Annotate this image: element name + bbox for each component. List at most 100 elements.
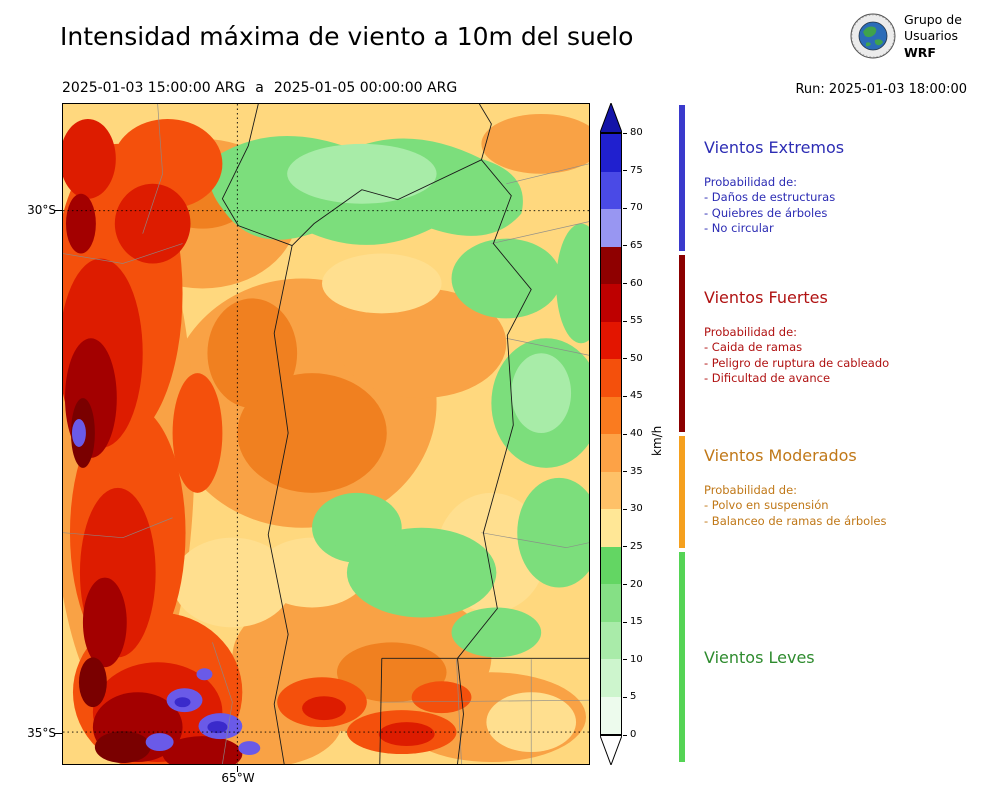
colorbar-tickmark: [623, 734, 627, 736]
colorbar-segment-40-45: [601, 396, 621, 434]
colorbar-tickmark: [623, 170, 627, 172]
legend-item: - Peligro de ruptura de cableado: [704, 355, 890, 370]
legend-title-fuertes: Vientos Fuertes: [704, 288, 828, 307]
period-separator: a: [255, 80, 264, 96]
legend-item: - Quiebres de árboles: [704, 205, 828, 220]
colorbar-segment-45-50: [601, 359, 621, 397]
legend-item: - No circular: [704, 221, 774, 235]
colorbar-over-arrow: [600, 103, 622, 133]
colorbar-tickmark: [623, 320, 627, 322]
lat-label-30s: 30°S: [27, 203, 56, 217]
colorbar-tickmark: [623, 546, 627, 548]
legend-title-leves: Vientos Leves: [704, 648, 815, 667]
colorbar-tickmark: [623, 659, 627, 661]
axis-tick-30s: [55, 210, 62, 211]
legend-section-leves: Vientos Leves: [704, 648, 989, 685]
run-timestamp: Run: 2025-01-03 18:00:00: [795, 82, 967, 97]
colorbar-segment-5-10: [601, 659, 621, 697]
colorbar-tickmark: [623, 207, 627, 209]
colorbar-segment-30-35: [601, 471, 621, 509]
colorbar-segment-25-30: [601, 509, 621, 547]
logo-line-1: Grupo de: [904, 12, 962, 27]
logo-line-3: WRF: [904, 44, 936, 60]
legend-section-fuertes: Vientos Fuertes Probabilidad de: - Caida…: [704, 288, 989, 387]
colorbar-tick-label: 10: [630, 653, 643, 665]
colorbar-tick-label: 45: [630, 390, 643, 402]
colorbar-tickmark: [623, 245, 627, 247]
legend-subtitle-moderados: Probabilidad de:: [704, 483, 798, 497]
colorbar-segment-55-60: [601, 284, 621, 322]
logo-line-2: Usuarios: [904, 28, 959, 44]
period-end: 2025-01-05 00:00:00 ARG: [273, 80, 458, 96]
colorbar-segment-75-80: [601, 134, 621, 172]
colorbar-tick-label: 60: [630, 277, 643, 289]
colorbar-segment-20-25: [601, 546, 621, 584]
legend-bar-fuertes: [679, 255, 685, 432]
colorbar-segment-60-65: [601, 246, 621, 284]
colorbar: [600, 133, 622, 735]
wind-intensity-map: [62, 103, 590, 765]
colorbar-under-arrow: [600, 735, 622, 765]
legend-item: - Polvo en suspensión: [704, 498, 829, 512]
colorbar-unit-label: km/h: [650, 425, 664, 456]
colorbar-tickmark: [623, 621, 627, 623]
colorbar-tickmark: [623, 395, 627, 397]
period-start: 2025-01-03 15:00:00 ARG: [62, 80, 246, 96]
colorbar-tick-label: 65: [630, 239, 643, 251]
colorbar-tickmark: [623, 508, 627, 510]
colorbar-tick-label: 20: [630, 578, 643, 590]
lat-label-35s: 35°S: [27, 726, 56, 740]
lon-label-65w: 65°W: [221, 771, 255, 785]
colorbar-segment-70-75: [601, 171, 621, 209]
colorbar-segment-0-5: [601, 696, 621, 734]
colorbar-tickmark: [623, 696, 627, 698]
colorbar-tick-label: 55: [630, 315, 643, 327]
colorbar-over-arrow-shape: [600, 103, 622, 133]
colorbar-tick-label: 40: [630, 428, 643, 439]
colorbar-tickmark: [623, 283, 627, 284]
colorbar-tickmark: [623, 471, 627, 473]
colorbar-segment-50-55: [601, 321, 621, 359]
legend-item: - Daños de estructuras: [704, 190, 836, 204]
legend-bar-moderados: [679, 436, 685, 548]
legend-section-extremos: Vientos Extremos Probabilidad de: - Daño…: [704, 138, 989, 237]
valid-period: 2025-01-03 15:00:00 ARG a 2025-01-05 00:00…: [62, 80, 457, 96]
colorbar-tickmark: [623, 358, 627, 360]
legend-item: - Dificultad de avance: [704, 371, 831, 385]
colorbar-segment-65-70: [601, 209, 621, 247]
colorbar-tick-label: 50: [630, 352, 643, 364]
colorbar-under-arrow-shape: [600, 735, 622, 765]
colorbar-segment-10-15: [601, 621, 621, 659]
legend-subtitle-fuertes: Probabilidad de:: [704, 325, 798, 339]
wind-intensity-map-canvas: [63, 104, 589, 764]
colorbar-tick-label: 15: [630, 616, 643, 628]
colorbar-tickmark: [623, 132, 627, 134]
colorbar-tickmark: [623, 433, 627, 435]
page-title: Intensidad máxima de viento a 10m del su…: [60, 22, 634, 51]
colorbar-tick-label: 5: [630, 691, 637, 703]
legend-bar-extremos: [679, 105, 685, 251]
colorbar-segment-15-20: [601, 584, 621, 622]
legend-item: - Balanceo de ramas de árboles: [704, 513, 887, 528]
legend-subtitle-extremos: Probabilidad de:: [704, 175, 798, 189]
wrf-users-group-logo: Grupo de Usuarios WRF: [850, 12, 962, 61]
colorbar-tick-label: 35: [630, 465, 643, 477]
legend-title-moderados: Vientos Moderados: [704, 446, 857, 465]
colorbar-tick-label: 25: [630, 540, 643, 552]
legend-bar-leves: [679, 552, 685, 762]
colorbar-tick-label: 70: [630, 202, 643, 214]
legend-title-extremos: Vientos Extremos: [704, 138, 845, 157]
logo-text: Grupo de Usuarios WRF: [904, 12, 962, 61]
colorbar-tick-label: 0: [630, 729, 637, 740]
colorbar-tick-label: 75: [630, 164, 643, 176]
axis-tick-35s: [55, 733, 62, 734]
axis-tick-65w: [237, 766, 238, 772]
colorbar-tickmark: [623, 584, 627, 585]
legend-section-moderados: Vientos Moderados Probabilidad de: - Pol…: [704, 446, 989, 529]
globe-icon: [850, 13, 896, 59]
colorbar-tick-label: 80: [630, 127, 643, 138]
legend-item: - Caida de ramas: [704, 340, 803, 354]
colorbar-tick-label: 30: [630, 503, 643, 515]
colorbar-segment-35-40: [601, 434, 621, 472]
